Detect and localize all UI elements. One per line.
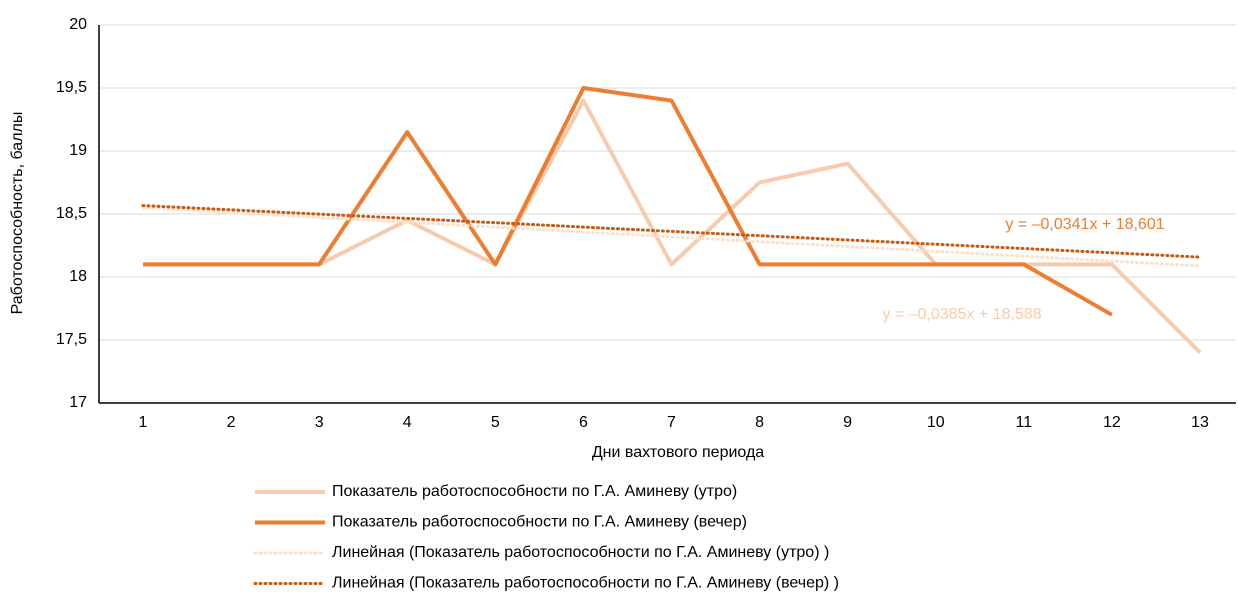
trend-line [141,204,1202,259]
trend-equation: y = –0,0341x + 18,601 [1005,216,1164,233]
trend-line [141,206,1202,268]
y-tick-label: 19,5 [56,79,87,96]
x-tick-label: 12 [1103,414,1121,431]
y-tick-label: 17,5 [56,331,87,348]
y-axis-title: Работоспособность, баллы [9,112,26,315]
x-tick-label: 1 [139,414,148,431]
y-tick-label: 18 [69,268,87,285]
legend-label: Линейная (Показатель работоспособности п… [332,544,829,561]
legend-label: Показатель работоспособности по Г.А. Ами… [332,514,747,531]
x-tick-label: 7 [667,414,676,431]
x-tick-label: 4 [403,414,412,431]
x-axis-title: Дни вахтового периода [592,444,764,461]
legend-label: Линейная (Показатель работоспособности п… [332,575,839,592]
x-tick-label: 5 [491,414,500,431]
x-tick-label: 2 [227,414,236,431]
x-tick-label: 11 [1015,414,1032,431]
trend-equation: y = –0,0385x + 18,588 [882,306,1041,323]
y-tick-label: 18,5 [56,205,87,222]
x-tick-label: 9 [843,414,852,431]
y-tick-label: 17 [69,394,87,411]
x-tick-label: 8 [755,414,764,431]
series-line [143,86,1113,317]
x-tick-label: 6 [579,414,588,431]
legend-label: Показатель работоспособности по Г.А. Ами… [332,483,737,500]
x-tick-label: 13 [1191,414,1209,431]
x-tick-label: 10 [927,414,945,431]
y-tick-label: 19 [69,142,87,159]
x-tick-label: 3 [315,414,324,431]
y-tick-label: 20 [69,16,87,33]
